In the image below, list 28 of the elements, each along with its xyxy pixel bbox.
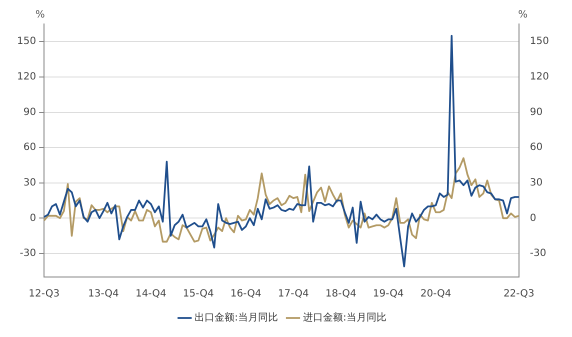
y2-tick-label: -30 — [530, 248, 546, 260]
y2-tick-label: 150 — [530, 36, 550, 48]
y-tick-label: 60 — [23, 142, 36, 154]
y-axis-title: % — [35, 10, 45, 21]
x-tick-label: 19-Q4 — [372, 288, 404, 300]
y2-tick-label: 30 — [530, 177, 543, 188]
y2-tick-label: 0 — [530, 212, 536, 224]
y-tick-label: 0 — [30, 212, 36, 224]
x-tick-label: 14-Q4 — [135, 288, 166, 300]
y2-tick-label: 90 — [530, 106, 543, 118]
x-tick-label: 13-Q4 — [88, 288, 119, 300]
y-tick-label: -30 — [20, 248, 36, 260]
y-tick-label: 90 — [23, 106, 36, 118]
x-tick-label: 12-Q3 — [28, 288, 60, 300]
y-tick-label: 30 — [23, 177, 36, 188]
x-tick-label: 18-Q4 — [325, 288, 356, 300]
y2-axis-title: % — [518, 10, 528, 21]
y2-tick-label: 120 — [530, 72, 550, 83]
x-tick-label: 20-Q4 — [420, 288, 452, 300]
x-tick-label: 16-Q4 — [230, 288, 262, 300]
y-tick-label: 120 — [16, 72, 36, 83]
legend-label: 出口金额:当月同比 — [194, 312, 278, 324]
x-tick-label: 15-Q4 — [182, 288, 214, 300]
legend-label: 进口金额:当月同比 — [303, 312, 386, 324]
x-tick-label: 22-Q3 — [503, 288, 534, 300]
y2-tick-label: 60 — [530, 142, 543, 154]
x-tick-label: 17-Q4 — [278, 288, 309, 300]
y-tick-label: 150 — [16, 36, 36, 48]
